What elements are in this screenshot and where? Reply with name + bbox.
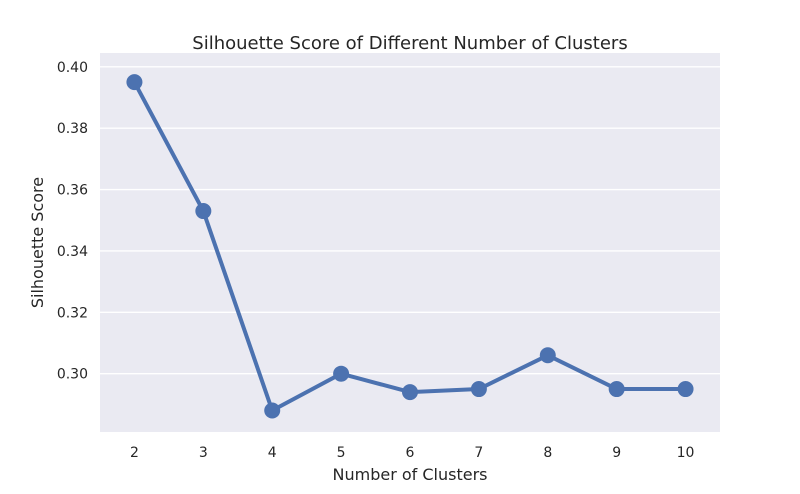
data-points — [126, 74, 694, 419]
x-tick-label: 5 — [337, 445, 346, 461]
x-axis-label: Number of Clusters — [333, 465, 488, 484]
x-axis-ticks: 2 3 4 5 6 7 8 9 10 — [130, 445, 694, 461]
data-point — [608, 381, 625, 398]
x-tick-label: 9 — [612, 445, 621, 461]
data-point — [126, 74, 143, 91]
data-point — [264, 402, 281, 419]
x-tick-label: 6 — [406, 445, 415, 461]
x-tick-label: 7 — [474, 445, 483, 461]
plot-area — [100, 53, 720, 432]
data-point — [677, 381, 694, 398]
x-tick-label: 3 — [199, 445, 208, 461]
data-point — [333, 365, 350, 382]
data-point — [470, 381, 487, 398]
y-tick-label: 0.34 — [57, 244, 88, 260]
x-tick-label: 4 — [268, 445, 277, 461]
gridlines — [100, 66, 720, 375]
y-tick-label: 0.36 — [57, 183, 88, 199]
x-tick-label: 8 — [543, 445, 552, 461]
data-point — [402, 384, 418, 401]
y-tick-label: 0.30 — [57, 367, 88, 383]
data-point — [539, 347, 556, 364]
x-tick-label: 10 — [677, 445, 695, 461]
chart-title: Silhouette Score of Different Number of … — [192, 33, 627, 54]
data-point — [195, 203, 212, 220]
y-axis-label: Silhouette Score — [28, 177, 47, 308]
y-axis-ticks: 0.30 0.32 0.34 0.36 0.38 0.40 — [57, 60, 88, 383]
y-tick-label: 0.38 — [57, 121, 88, 137]
x-tick-label: 2 — [130, 445, 139, 461]
y-tick-label: 0.32 — [57, 305, 88, 321]
y-tick-label: 0.40 — [57, 60, 88, 76]
